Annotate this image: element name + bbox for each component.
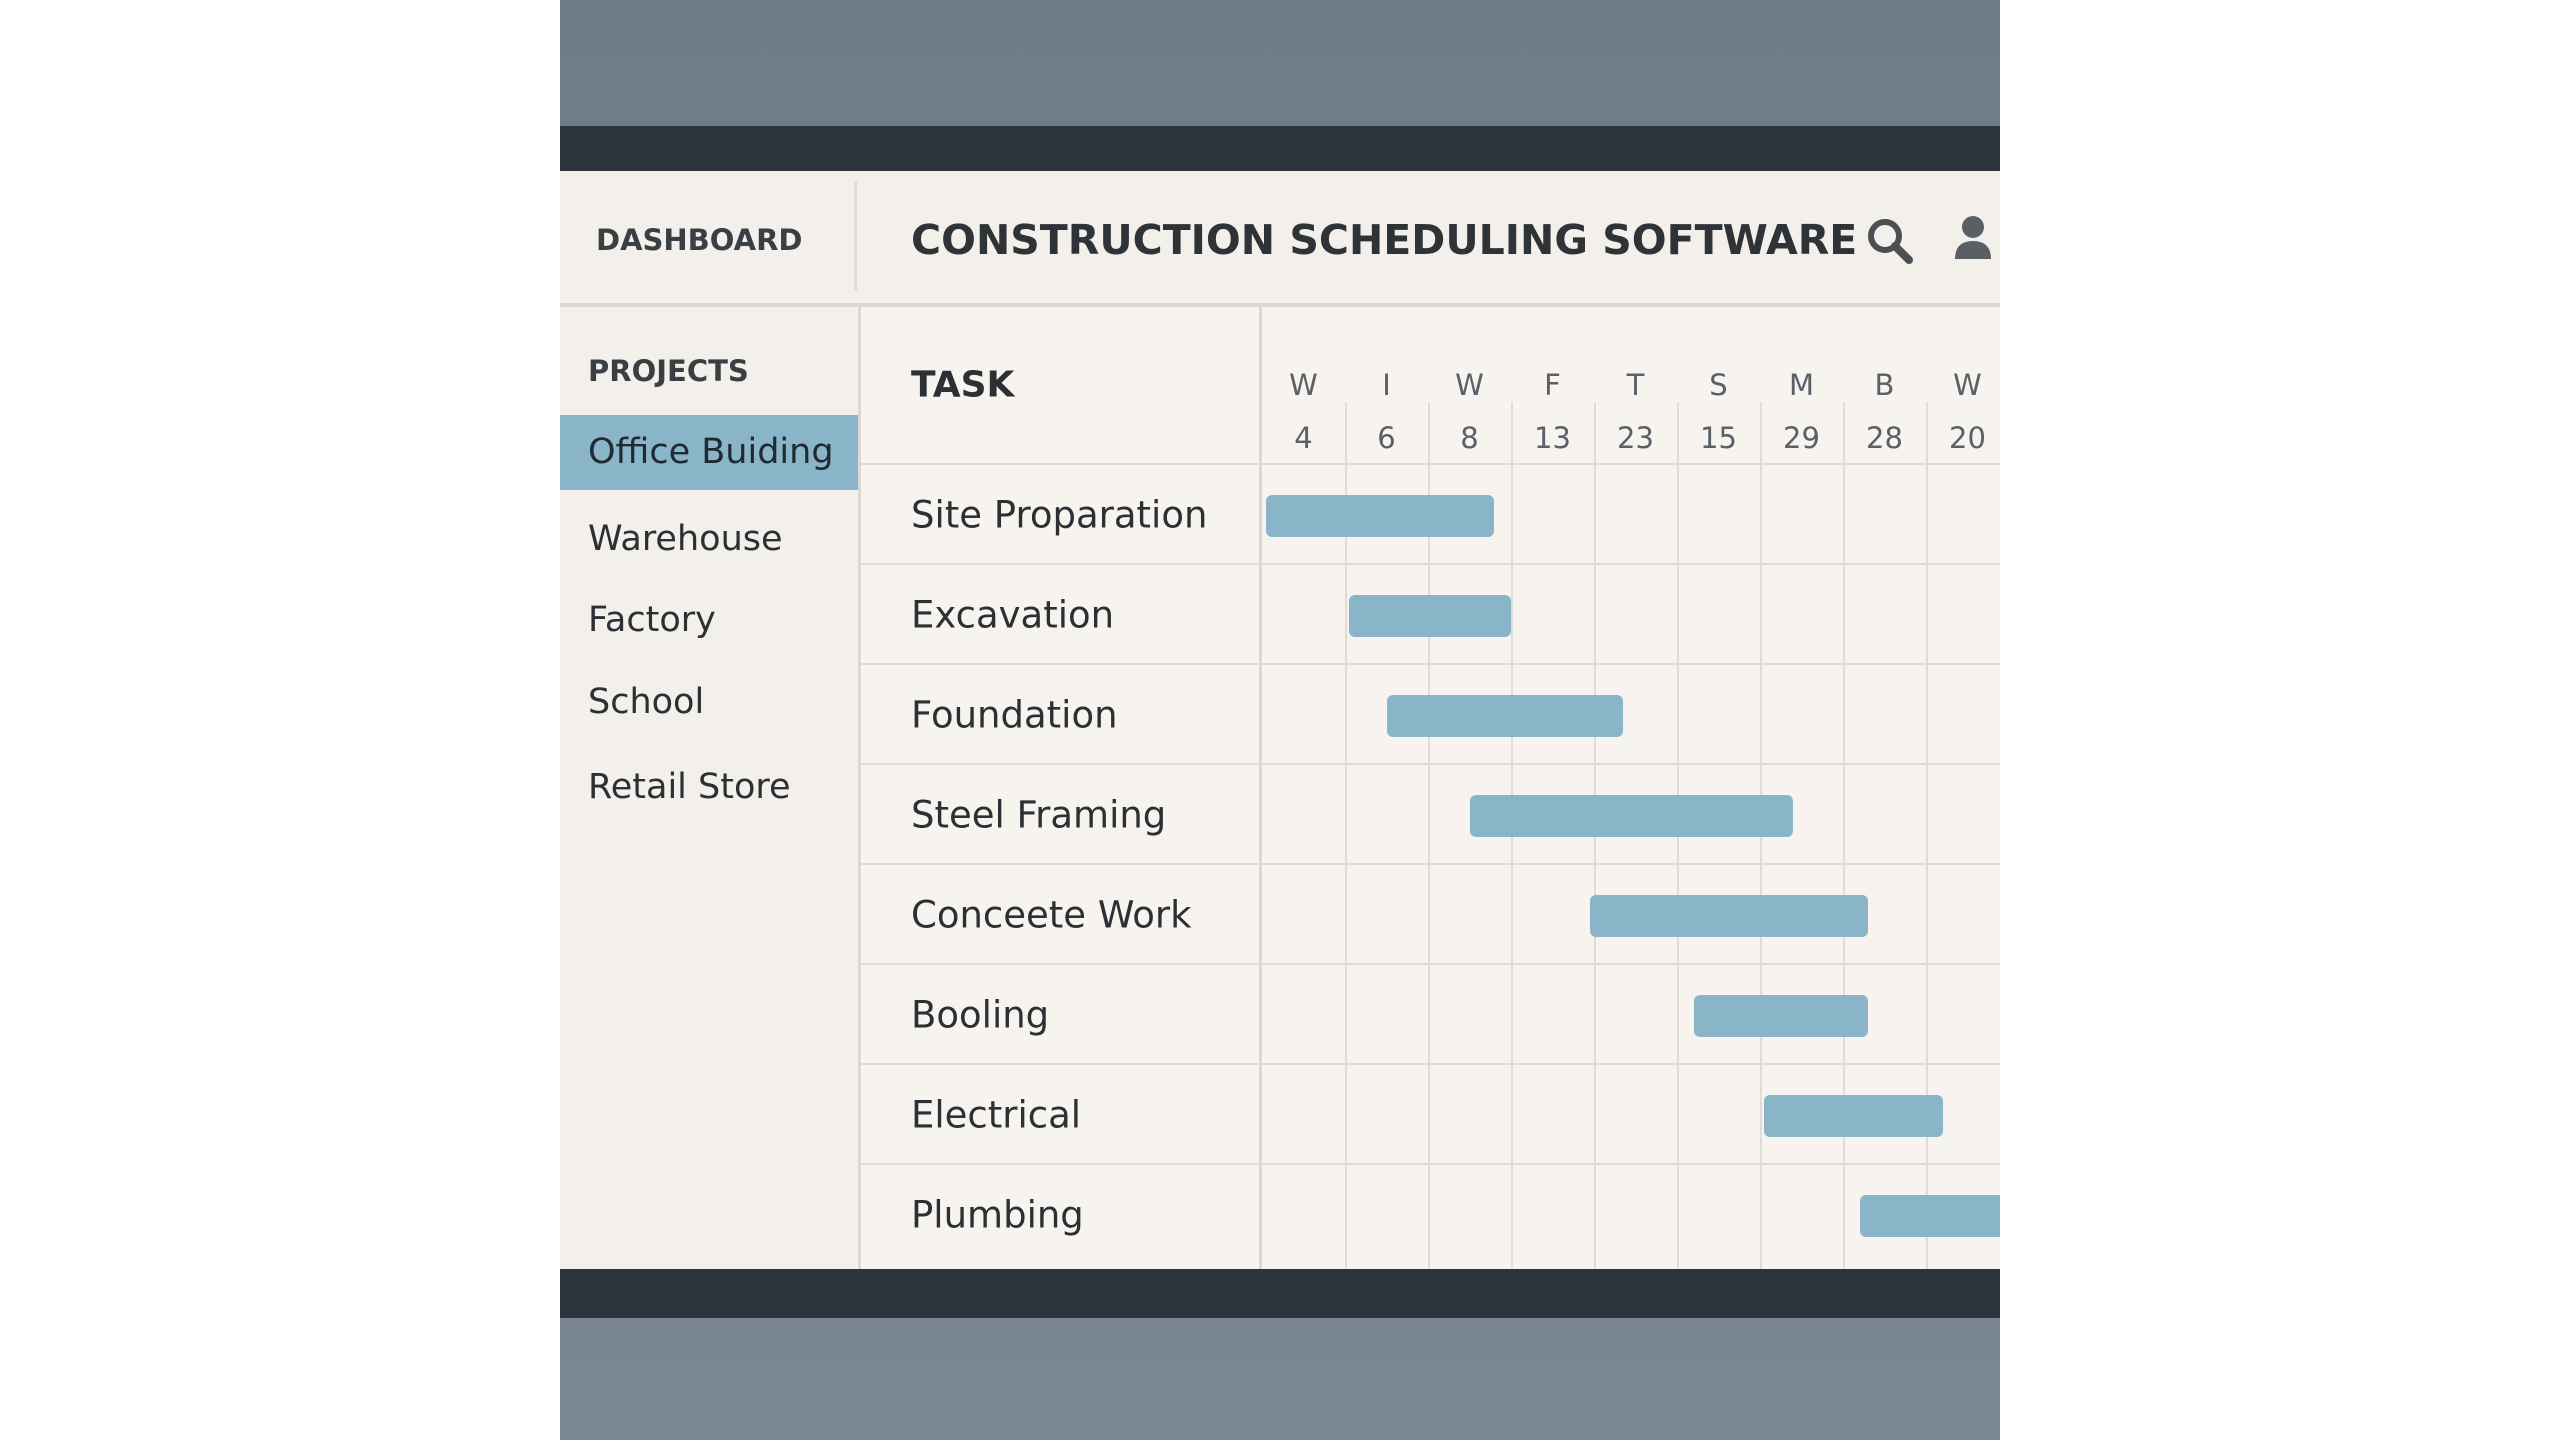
column-line [1843, 402, 1845, 1269]
day-label: I [1382, 368, 1391, 402]
date-label: 29 [1783, 421, 1820, 455]
task-bar[interactable] [1859, 1195, 2000, 1237]
date-label: 15 [1700, 421, 1737, 455]
row-line [861, 863, 2000, 865]
dashboard-link[interactable]: DASHBOARD [596, 223, 803, 257]
task-bar[interactable] [1589, 895, 1868, 937]
day-label: M [1788, 368, 1815, 402]
task-name: Steel Framing [911, 793, 1167, 837]
header: DASHBOARD CONSTRUCTION SCHEDULING SOFTWA… [560, 171, 2000, 307]
project-item[interactable]: Warehouse [588, 519, 783, 559]
task-bar[interactable] [1349, 595, 1511, 637]
bottom-bar [560, 1269, 2000, 1318]
task-bar[interactable] [1266, 495, 1495, 537]
task-name: Plumbing [911, 1193, 1084, 1237]
task-name: Excavation [911, 593, 1115, 637]
task-bar[interactable] [1764, 1095, 1943, 1137]
date-label: 6 [1377, 421, 1396, 455]
task-name: Booling [911, 993, 1050, 1037]
column-line [1926, 402, 1928, 1269]
app-window: DASHBOARD CONSTRUCTION SCHEDULING SOFTWA… [560, 0, 2000, 1440]
task-name: Electrical [911, 1093, 1082, 1137]
task-name: Foundation [911, 693, 1118, 737]
task-name: Site Proparation [911, 493, 1208, 537]
column-line [1345, 402, 1347, 1269]
project-item[interactable]: Factory [588, 600, 716, 640]
content: PROJECTS Office Buiding Warehouse Factory S… [560, 307, 2000, 1269]
date-label: 13 [1534, 421, 1571, 455]
row-line [861, 563, 2000, 565]
project-item[interactable]: Retail Store [588, 767, 791, 807]
selected-highlight [560, 415, 858, 490]
day-label: W [1455, 368, 1484, 402]
row-line [861, 663, 2000, 665]
task-bar[interactable] [1693, 995, 1868, 1037]
divider [854, 181, 857, 291]
day-label: B [1874, 368, 1895, 402]
date-label: 20 [1949, 421, 1986, 455]
search-icon[interactable] [1865, 216, 1915, 266]
top-bar [560, 126, 2000, 171]
sidebar: PROJECTS Office Buiding Warehouse Factory S… [560, 307, 861, 1269]
task-bar[interactable] [1469, 795, 1794, 837]
task-name: Conceete Work [911, 893, 1192, 937]
task-header: TASK [911, 364, 1015, 406]
date-label: 23 [1617, 421, 1654, 455]
date-label: 4 [1294, 421, 1313, 455]
day-label: W [1953, 368, 1982, 402]
schedule: TASK W 4 I 6 W 8 F 13 T 23 S 15 M 29 B 28 W 20 Site Propara… [861, 307, 2000, 1269]
row-line [861, 1063, 2000, 1065]
project-item[interactable]: School [588, 682, 705, 722]
day-label: S [1709, 368, 1728, 402]
project-item[interactable]: Office Buiding [588, 432, 834, 472]
row-line [861, 763, 2000, 765]
projects-heading: PROJECTS [588, 354, 749, 388]
task-column-border [1259, 307, 1262, 1269]
date-label: 28 [1866, 421, 1903, 455]
day-label: T [1626, 368, 1645, 402]
row-line [861, 1163, 2000, 1165]
date-label: 8 [1460, 421, 1479, 455]
column-line [1428, 402, 1430, 1269]
day-label: W [1289, 368, 1318, 402]
task-bar[interactable] [1386, 695, 1624, 737]
day-label: F [1544, 368, 1561, 402]
row-line [861, 463, 2000, 465]
user-icon[interactable] [1953, 213, 1993, 263]
row-line [861, 963, 2000, 965]
app-title: CONSTRUCTION SCHEDULING SOFTWARE [911, 216, 1858, 264]
